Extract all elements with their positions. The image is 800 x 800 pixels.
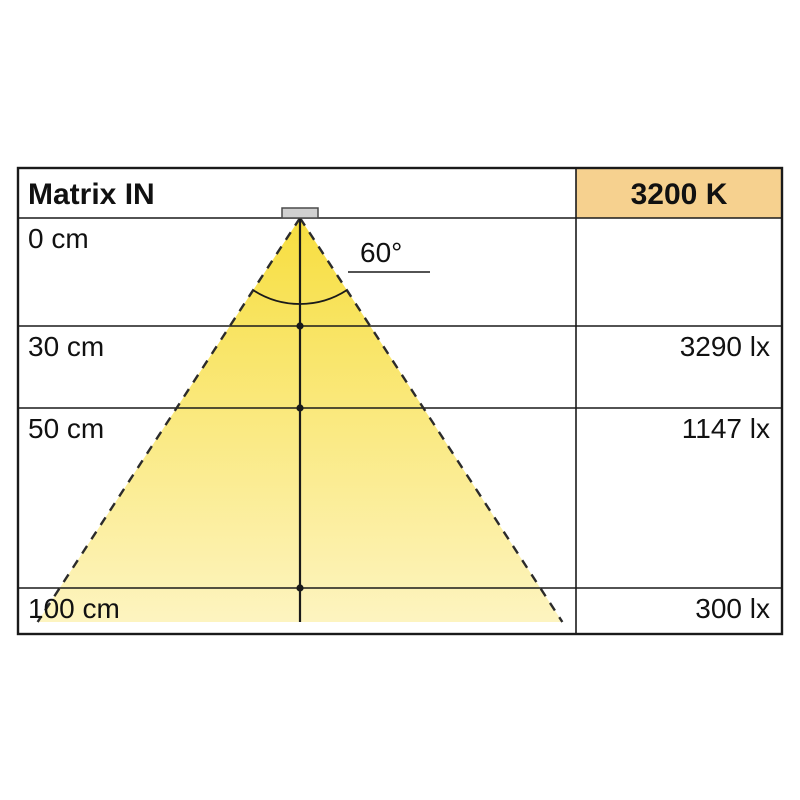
diagram-svg: 60° Matrix IN 3200 K 0 cm 30 cm 3290 lx 50 cm 1… bbox=[0, 0, 800, 800]
lux-value: 3290 lx bbox=[680, 331, 770, 362]
distance-label: 50 cm bbox=[28, 413, 104, 444]
lux-value: 1147 lx bbox=[682, 413, 770, 444]
header-right-label: 3200 K bbox=[631, 178, 728, 211]
axis-marker bbox=[296, 584, 303, 591]
distance-label: 100 cm bbox=[28, 593, 120, 624]
distance-label: 30 cm bbox=[28, 331, 104, 362]
axis-marker bbox=[296, 322, 303, 329]
light-distribution-diagram: 60° Matrix IN 3200 K 0 cm 30 cm 3290 lx 50 cm 1… bbox=[0, 0, 800, 800]
beam-angle-label: 60° bbox=[360, 237, 402, 268]
axis-marker bbox=[296, 404, 303, 411]
distance-label: 0 cm bbox=[28, 223, 89, 254]
fixture-icon bbox=[282, 208, 318, 218]
header-left-label: Matrix IN bbox=[28, 178, 155, 211]
lux-value: 300 lx bbox=[695, 593, 770, 624]
